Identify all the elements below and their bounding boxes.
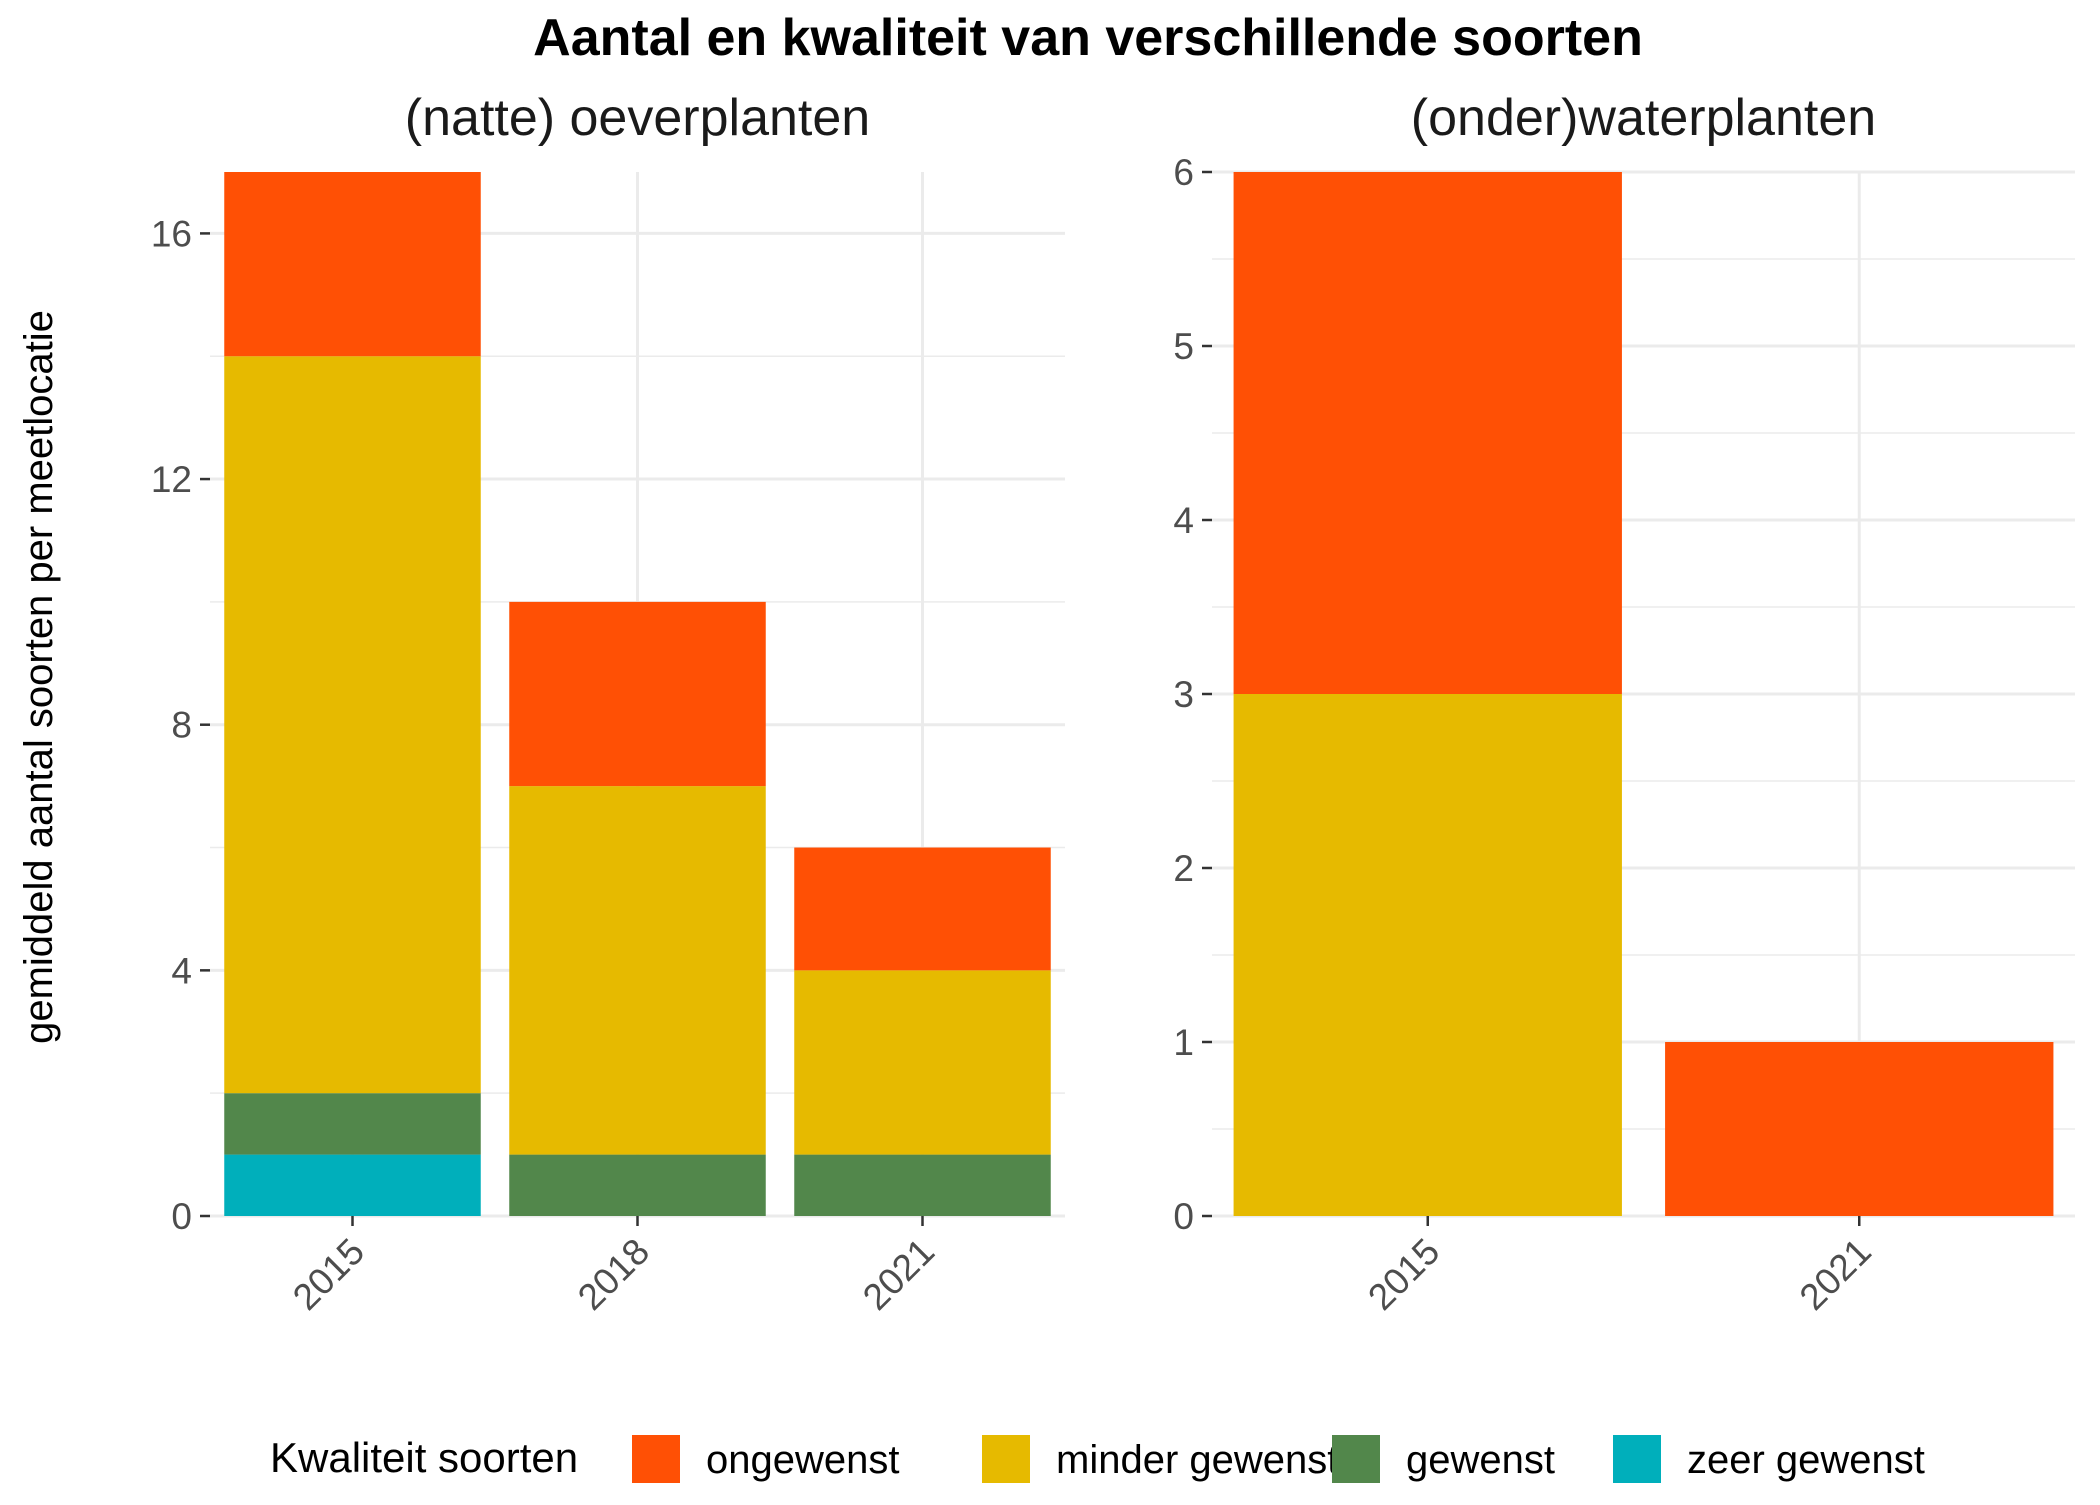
bar-segment-ongewenst-2021 (1665, 1042, 2054, 1216)
y-tick-label: 5 (1173, 326, 1194, 367)
y-tick-label: 2 (1173, 848, 1194, 889)
y-tick-label: 0 (1173, 1196, 1194, 1237)
y-tick-label: 1 (1173, 1022, 1194, 1063)
bar-segment-ongewenst-2015 (1233, 172, 1622, 694)
legend-key-zeer-gewenst (1613, 1435, 1661, 1483)
bar-segment-ongewenst-2015 (224, 172, 481, 357)
x-tick-label: 2015 (1360, 1231, 1447, 1318)
bar-segment-minder-gewenst-2015 (1233, 694, 1622, 1216)
legend-title: Kwaliteit soorten (270, 1434, 578, 1481)
panel-2: (onder)waterplanten 0 1 2 3 4 5 6 2015 2021 (1173, 89, 2075, 1318)
bar-segment-zeer-gewenst-2015 (224, 1154, 481, 1216)
y-tick-label: 0 (171, 1196, 192, 1237)
chart-title: Aantal en kwaliteit van verschillende so… (533, 9, 1643, 67)
bar-segment-gewenst-2018 (509, 1154, 766, 1216)
bar-segment-ongewenst-2018 (509, 601, 766, 787)
bar-segment-minder-gewenst-2015 (224, 356, 481, 1094)
legend-label: gewenst (1406, 1438, 1555, 1482)
y-tick-label: 12 (151, 459, 192, 500)
y-tick-label: 4 (171, 950, 192, 991)
legend: Kwaliteit soorten ongewenst minder gewens… (270, 1434, 1925, 1483)
bar-segment-gewenst-2021 (794, 1154, 1051, 1216)
legend-label: zeer gewenst (1687, 1438, 1925, 1482)
y-axis-title: gemiddeld aantal soorten per meetlocatie (17, 310, 61, 1044)
legend-label: minder gewenst (1056, 1438, 1338, 1482)
bar-segment-ongewenst-2021 (794, 847, 1051, 971)
y-tick-label: 4 (1173, 500, 1194, 541)
y-tick-label: 16 (151, 213, 192, 254)
legend-key-ongewenst (632, 1435, 680, 1483)
x-tick-label: 2021 (855, 1231, 942, 1318)
y-tick-label: 6 (1173, 152, 1194, 193)
bar-segment-gewenst-2015 (224, 1093, 481, 1155)
panel-1: (natte) oeverplanten 0 4 8 12 16 2015 2018 2021 (151, 89, 1065, 1318)
x-tick-label: 2021 (1792, 1231, 1879, 1318)
legend-key-gewenst (1332, 1435, 1380, 1483)
y-tick-label: 8 (171, 705, 192, 746)
panel-title: (onder)waterplanten (1411, 89, 1876, 147)
x-tick-label: 2018 (570, 1231, 657, 1318)
y-tick-label: 3 (1173, 674, 1194, 715)
legend-label: ongewenst (706, 1438, 899, 1482)
bar-segment-minder-gewenst-2018 (509, 786, 766, 1155)
panel-title: (natte) oeverplanten (405, 89, 870, 147)
x-tick-label: 2015 (285, 1231, 372, 1318)
legend-key-minder-gewenst (982, 1435, 1030, 1483)
bar-segment-minder-gewenst-2021 (794, 970, 1051, 1155)
